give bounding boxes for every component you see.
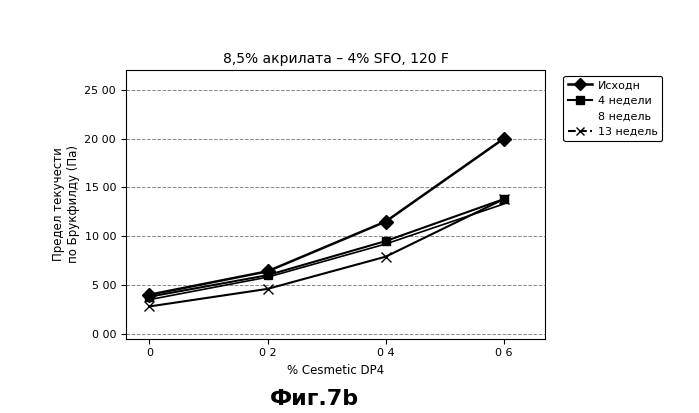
Исходн: [382, 219, 390, 224]
8 недель: [500, 202, 508, 206]
Text: Фиг.7b: Фиг.7b: [270, 389, 359, 409]
Title: 8,5% акрилата – 4% SFO, 120 F: 8,5% акрилата – 4% SFO, 120 F: [222, 52, 449, 66]
Legend: Исходн, 4 недели, 8 недель, 13 недель: Исходн, 4 недели, 8 недель, 13 недель: [563, 76, 662, 141]
13 недель: [264, 286, 272, 291]
Исходн: [145, 292, 154, 297]
Line: Исходн: Исходн: [145, 134, 509, 299]
Line: 8 недель: 8 недель: [150, 204, 504, 299]
4 недели: [264, 273, 272, 278]
4 недели: [382, 239, 390, 244]
Line: 4 недели: 4 недели: [145, 195, 508, 301]
8 недель: [264, 275, 272, 280]
13 недель: [382, 254, 390, 259]
8 недель: [382, 242, 390, 247]
13 недель: [145, 304, 154, 309]
Исходн: [500, 136, 508, 141]
X-axis label: % Cesmetic DP4: % Cesmetic DP4: [287, 364, 384, 377]
Исходн: [264, 269, 272, 274]
Y-axis label: Предел текучести
по Брукфилду (Па): Предел текучести по Брукфилду (Па): [52, 145, 80, 263]
4 недели: [145, 294, 154, 299]
4 недели: [500, 197, 508, 202]
13 недель: [500, 197, 508, 202]
Line: 13 недель: 13 недель: [145, 194, 509, 311]
8 недель: [145, 297, 154, 302]
